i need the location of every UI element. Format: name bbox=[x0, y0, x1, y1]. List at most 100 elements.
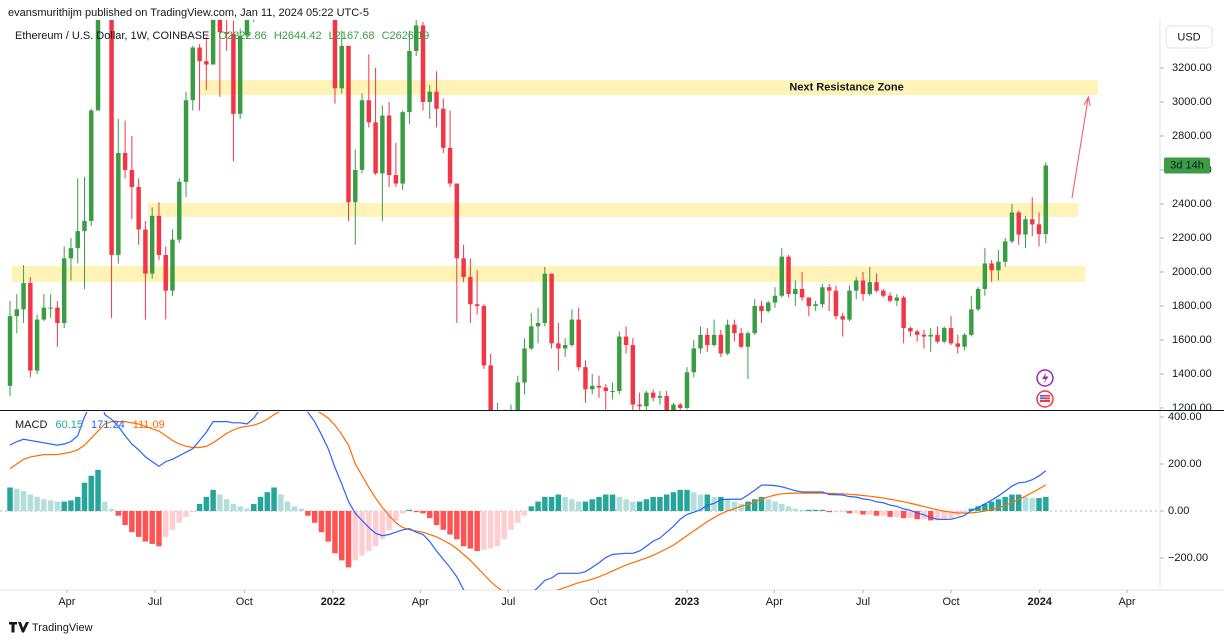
currency-button[interactable] bbox=[1165, 25, 1213, 49]
macd-histogram-bar bbox=[860, 510, 866, 515]
candle-body bbox=[48, 307, 53, 309]
candle-body bbox=[1043, 165, 1049, 235]
candle-body bbox=[61, 258, 67, 323]
macd-histogram-bar bbox=[758, 496, 765, 511]
macd-histogram-bar bbox=[7, 487, 13, 511]
candle-body bbox=[89, 110, 94, 221]
macd-histogram-bar bbox=[542, 496, 548, 511]
candle-body bbox=[522, 348, 527, 383]
macd-histogram-bar bbox=[819, 509, 826, 511]
macd-histogram-bar bbox=[846, 510, 853, 514]
macd-histogram-bar bbox=[386, 510, 392, 530]
macd-histogram-bar bbox=[142, 510, 149, 542]
candle-body bbox=[353, 169, 358, 203]
candle-body bbox=[427, 91, 432, 102]
macd-histogram-bar bbox=[724, 499, 731, 511]
candle-body bbox=[481, 305, 487, 366]
low-label: L2167.68 bbox=[329, 30, 375, 42]
macd-histogram-bar bbox=[785, 506, 792, 511]
macd-histogram-bar bbox=[102, 501, 108, 511]
macd-histogram-bar bbox=[129, 510, 135, 533]
macd-histogram-bar bbox=[900, 510, 907, 519]
macd-histogram-bar bbox=[95, 469, 101, 511]
candle-body bbox=[170, 239, 175, 291]
macd-histogram-bar bbox=[203, 496, 210, 511]
countdown-label: 3d 14h bbox=[1170, 159, 1204, 171]
macd-histogram-bar bbox=[61, 501, 67, 511]
macd-histogram-bar bbox=[291, 506, 298, 511]
macd-histogram-bar bbox=[501, 510, 507, 540]
macd-histogram-bar bbox=[1029, 498, 1035, 511]
macd-histogram-bar bbox=[156, 510, 162, 547]
macd-histogram-bar bbox=[359, 510, 365, 556]
candle-body bbox=[339, 45, 344, 89]
high-label: H2644.42 bbox=[274, 30, 322, 42]
candle-body bbox=[975, 288, 981, 310]
candle-body bbox=[677, 404, 683, 408]
x-tick-label: Apr bbox=[412, 596, 429, 608]
candle-body bbox=[109, 20, 114, 255]
macd-histogram-bar bbox=[278, 494, 284, 511]
candle-body bbox=[826, 287, 832, 291]
candle-body bbox=[75, 231, 80, 249]
macd-histogram-bar bbox=[907, 510, 914, 519]
macd-histogram-bar bbox=[1015, 494, 1022, 511]
candle-body bbox=[393, 175, 399, 184]
macd-histogram-bar bbox=[704, 494, 711, 511]
candle-body bbox=[197, 47, 202, 62]
trend-arrow bbox=[1071, 95, 1091, 199]
candle-body bbox=[650, 392, 656, 398]
macd-histogram-bar bbox=[1002, 496, 1008, 511]
event-icons bbox=[1036, 369, 1054, 408]
candle-body bbox=[346, 45, 351, 203]
candle-body bbox=[34, 319, 40, 371]
macd-histogram-bar bbox=[122, 510, 128, 526]
macd-histogram-bar bbox=[230, 503, 237, 511]
macd-histogram-bar bbox=[440, 510, 447, 530]
macd-histogram-bar bbox=[927, 510, 934, 521]
candle-body bbox=[840, 316, 845, 320]
x-tick-label: Oct bbox=[942, 596, 959, 608]
candle-body bbox=[28, 283, 33, 371]
candle-body bbox=[854, 280, 859, 291]
open-label: O2222.86 bbox=[218, 30, 266, 42]
y-tick-label: 1400.00 bbox=[1172, 368, 1212, 380]
axes: 1200.00 1400.00 1600.00 1800.00 2000.00 2200.… bbox=[58, 62, 1211, 608]
macd-histogram-bar bbox=[68, 500, 74, 511]
candle-body bbox=[671, 404, 676, 410]
macd-histogram-bar bbox=[772, 501, 778, 511]
macd-histogram-bar bbox=[691, 492, 697, 511]
candle-body bbox=[942, 328, 947, 342]
candle-body bbox=[691, 348, 696, 373]
macd-histogram-bar bbox=[183, 510, 189, 517]
flag-glyph bbox=[1040, 395, 1050, 402]
candle-body bbox=[786, 256, 791, 295]
macd-histogram-bar bbox=[250, 503, 257, 511]
macd-histogram-bar bbox=[521, 510, 528, 516]
macd-histogram-bar bbox=[169, 510, 176, 530]
candle-body bbox=[617, 336, 622, 391]
macd-histogram-bar bbox=[413, 510, 419, 513]
macd-histogram-bar bbox=[237, 506, 243, 511]
macd-histogram-bar bbox=[880, 510, 887, 516]
candle-body bbox=[684, 372, 690, 408]
macd-histogram-bar bbox=[325, 510, 331, 542]
candle-body bbox=[1002, 241, 1008, 262]
macd-histogram-bar bbox=[623, 499, 629, 511]
candle-body bbox=[806, 297, 812, 306]
macd-histogram-bar bbox=[508, 510, 514, 530]
macd-histogram-bar bbox=[968, 508, 975, 511]
currency-label[interactable]: USD bbox=[1177, 31, 1200, 43]
candle-body bbox=[95, 20, 101, 111]
candle-body bbox=[772, 295, 778, 303]
candle-body bbox=[413, 25, 419, 51]
macd-histogram-bar bbox=[433, 510, 440, 526]
y-tick-label: 2400.00 bbox=[1172, 198, 1212, 210]
candle-body bbox=[820, 287, 825, 305]
macd-histogram-bar bbox=[941, 510, 947, 520]
macd-hist-value: 60.15 bbox=[55, 419, 83, 431]
candle-body bbox=[224, 32, 229, 34]
macd-pane bbox=[0, 412, 1160, 590]
macd-histogram-bar bbox=[636, 501, 643, 511]
candle-body bbox=[231, 33, 236, 114]
